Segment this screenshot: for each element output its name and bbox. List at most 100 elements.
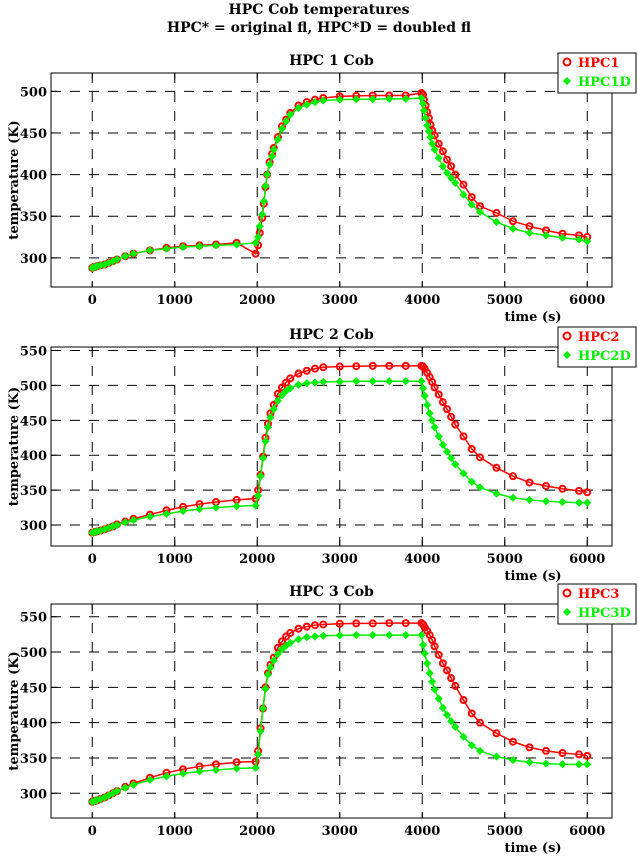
data-point-HPC3 [583,751,592,760]
data-point-HPC1D [442,168,452,177]
data-point-HPC1D [268,152,277,161]
data-point-HPC1D [302,100,311,109]
data-point-HPC3D [434,694,443,703]
data-point-HPC2D [251,501,260,510]
y-tick-label: 450 [20,414,47,429]
data-point-HPC3 [401,619,410,628]
legend-marker-HPC1D [563,77,571,85]
y-tick-label: 450 [20,127,47,142]
data-point-HPC1D [178,242,188,252]
data-point-HPC1D [294,103,303,113]
data-point-HPC2D [273,396,282,405]
data-point-HPC1D [421,113,430,123]
data-point-HPC2 [286,374,295,383]
data-point-HPC3D [451,722,460,731]
data-point-HPC2 [447,412,456,421]
data-point-HPC3D [574,760,584,769]
x-axis-label: time (s) [504,310,561,325]
y-axis-label: temperature (K) [7,387,22,506]
data-point-HPC1D [112,255,122,264]
data-point-HPC3D [112,787,122,796]
data-point-HPC3 [509,737,517,746]
x-tick-label: 3000 [322,824,358,839]
x-axis-label: time (s) [504,841,561,856]
data-point-HPC1D [459,190,468,199]
data-point-HPC1 [443,155,451,164]
series-line-HPC3 [92,622,588,803]
data-point-HPC3D [335,631,344,640]
y-tick-label: 550 [20,611,47,626]
data-point-HPC3 [476,718,484,727]
data-point-HPC2D [162,509,171,518]
data-point-HPC3D [430,685,439,694]
legend: HPC2 HPC2D [557,326,637,368]
legend-marker-HPC2D [563,351,571,359]
data-point-HPC2D [254,491,263,500]
data-point-HPC2 [492,463,501,472]
data-point-HPC3D [162,772,171,781]
data-point-HPC1D [263,170,272,179]
data-point-HPC2D [442,447,452,456]
data-point-HPC3D [541,759,551,768]
y-tick-label: 400 [20,169,47,184]
data-point-HPC1D [195,242,204,251]
y-tick-label: 350 [20,484,47,499]
data-point-HPC1D [426,133,435,142]
data-point-HPC1D [277,124,287,133]
data-point-HPC2D [385,377,394,386]
data-point-HPC1 [509,217,517,226]
data-point-HPC2D [401,377,410,386]
data-point-HPC2 [558,484,567,493]
legend-marker-HPC2 [562,331,572,341]
data-point-HPC2 [467,444,476,453]
data-point-HPC2D [263,423,273,432]
data-point-HPC3 [319,620,328,629]
panel-hpc1: 0 1000 2000 3000 4000 5000 6000 300 350 400 450 500… [7,52,637,325]
x-tick-label: 1000 [157,824,193,839]
data-point-HPC1D [269,145,278,154]
y-tick-label: 550 [20,344,47,359]
data-point-HPC2 [352,362,361,371]
data-point-HPC3D [310,632,320,641]
data-point-HPC2 [438,398,447,407]
data-point-HPC3 [434,650,443,659]
data-point-HPC1D [265,160,274,169]
data-point-HPC3D [401,631,410,640]
data-point-HPC2 [476,453,484,462]
data-point-HPC3D [129,780,138,789]
x-tick-label: 1000 [157,293,193,308]
data-point-HPC3D [266,663,275,672]
legend-box [557,583,637,625]
y-tick-label: 500 [20,379,47,394]
panel-title: HPC 3 Cob [289,584,374,600]
data-point-HPC3D [319,631,328,640]
data-point-HPC2D [368,377,377,386]
data-point-HPC2D [467,477,476,486]
data-point-HPC1D [434,153,443,162]
data-point-HPC3 [278,637,286,646]
data-point-HPC3 [311,621,319,630]
data-point-HPC1D [259,197,268,206]
x-tick-label: 6000 [569,293,605,308]
data-point-HPC3D [258,704,268,713]
data-point-HPC3D [492,752,501,761]
data-point-HPC2D [277,391,287,400]
x-tick-label: 0 [88,824,97,839]
data-point-HPC2D [447,453,456,463]
data-point-HPC1D [261,182,270,191]
data-point-HPC3 [302,622,311,631]
data-point-HPC1D [258,210,267,219]
x-tick-label: 0 [88,552,97,567]
data-point-HPC2D [266,413,275,422]
data-point-HPC3D [232,764,241,773]
data-point-HPC1D [319,96,328,105]
data-point-HPC1D [121,252,130,261]
x-tick-label: 1000 [157,552,193,567]
data-point-HPC3D [195,767,204,776]
data-point-HPC1D [492,217,501,227]
data-point-HPC2D [459,469,468,478]
data-point-HPC1D [162,244,171,253]
data-point-HPC3D [256,727,265,736]
data-point-HPC3 [294,624,303,633]
